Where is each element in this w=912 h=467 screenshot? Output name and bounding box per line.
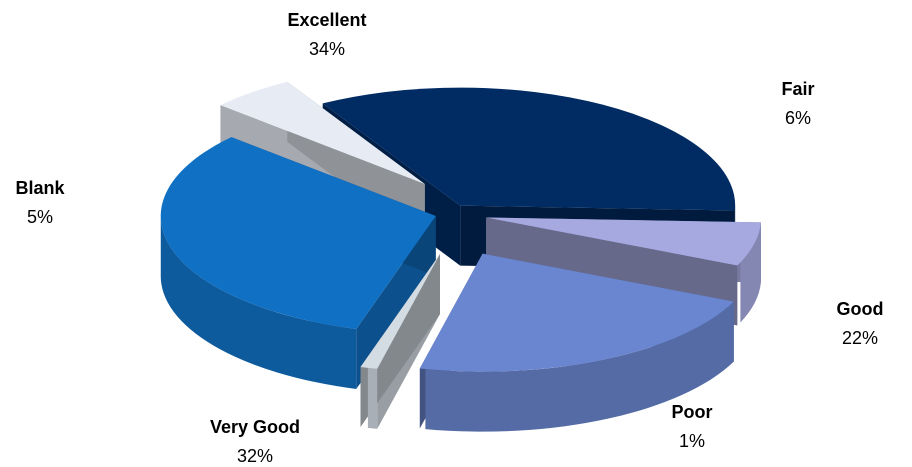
pie-slice-good: [419, 253, 734, 432]
slice-label-very-good: Very Good: [210, 417, 300, 437]
slice-label-blank: Blank: [15, 178, 65, 198]
slice-label-fair: Fair: [781, 79, 814, 99]
slice-value-fair: 6%: [785, 108, 811, 128]
pie-slice-top: [322, 87, 736, 211]
slice-label-poor: Poor: [671, 402, 712, 422]
pie-slice-poor: [360, 254, 440, 429]
labels-layer: Excellent 34% Fair 6% Good 22% Poor 1% Very Good…: [15, 10, 883, 466]
slice-value-very-good: 32%: [237, 446, 273, 466]
pie-slice-side: [367, 367, 378, 429]
slice-value-excellent: 34%: [309, 39, 345, 59]
pie-slice-very-good: [160, 137, 436, 389]
pie-slice-top: [160, 137, 436, 329]
pie-slice-top: [486, 217, 761, 266]
pie-slice-side: [740, 222, 761, 323]
slice-label-good: Good: [837, 299, 884, 319]
slice-value-poor: 1%: [679, 431, 705, 451]
pie-slice-top: [360, 254, 440, 369]
slice-label-excellent: Excellent: [287, 10, 366, 30]
slices-layer: [160, 81, 761, 432]
pie-slice-top: [220, 81, 425, 185]
pie-slice-side: [425, 301, 734, 432]
pie-slice-wall: [360, 254, 440, 427]
pie-slice-side: [160, 214, 357, 389]
slice-value-good: 22%: [842, 328, 878, 348]
slice-value-blank: 5%: [27, 207, 53, 227]
pie-slice-top: [419, 253, 734, 372]
